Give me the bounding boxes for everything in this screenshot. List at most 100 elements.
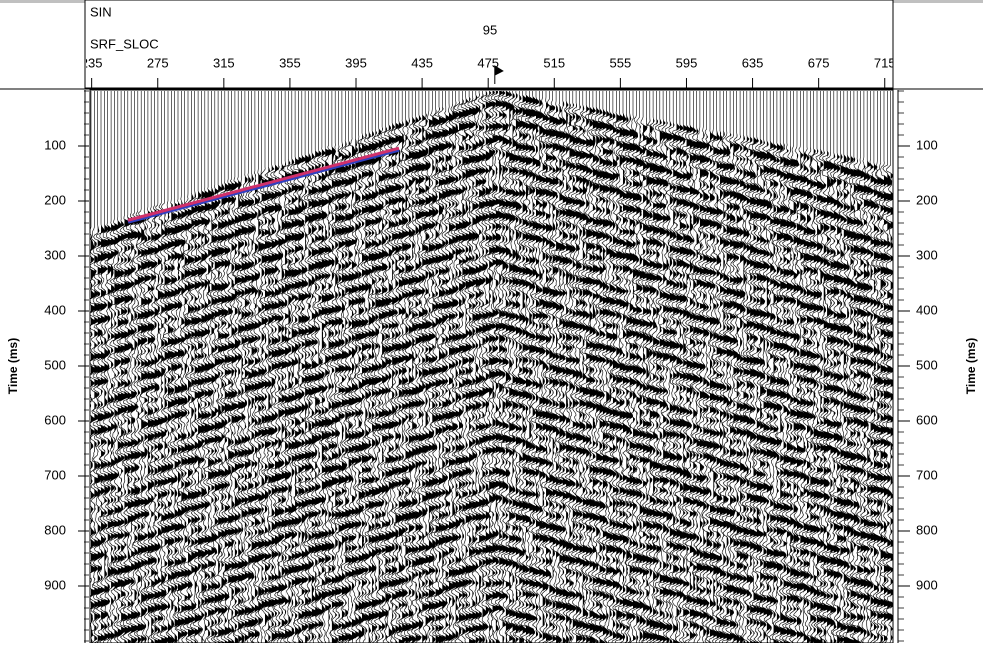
- trace-fill: [321, 91, 327, 643]
- trace-fill: [693, 91, 698, 643]
- trace-wiggle: [701, 91, 712, 643]
- trace-fill: [850, 91, 855, 643]
- trace-fill: [877, 91, 882, 643]
- shot-marker: [494, 65, 504, 84]
- trace-fill: [318, 91, 323, 643]
- trace-fill: [750, 91, 755, 643]
- trace-wiggle: [567, 91, 578, 643]
- trace-fill: [114, 91, 119, 643]
- key-label: SIN: [90, 4, 112, 19]
- trace-wiggle: [109, 91, 120, 643]
- trace-wiggle: [594, 91, 605, 643]
- trace-fill: [780, 91, 785, 643]
- trace-wiggle: [407, 91, 418, 643]
- trace-fill: [425, 91, 431, 643]
- y-tick-label-right: 600: [916, 412, 938, 427]
- trace-wiggle: [698, 91, 709, 643]
- y-tick-label: 600: [44, 412, 66, 427]
- trace-fill: [713, 91, 718, 643]
- trace-fill: [813, 91, 819, 643]
- trace-fill: [703, 91, 708, 643]
- trace-wiggle: [668, 91, 679, 643]
- trace-wiggle: [484, 90, 495, 643]
- trace-wiggle: [557, 91, 568, 643]
- trace-wiggle: [183, 91, 193, 643]
- trace-wiggle: [253, 91, 264, 643]
- trace-wiggle: [320, 91, 331, 643]
- trace-fill: [837, 91, 842, 643]
- trace-fill: [101, 91, 106, 643]
- trace-wiggle: [420, 91, 431, 643]
- header-frame: [84, 0, 894, 89]
- trace-fill: [482, 91, 487, 643]
- trace-wiggle: [159, 91, 170, 643]
- trace-wiggle: [671, 91, 682, 643]
- trace-wiggle: [741, 91, 752, 643]
- trace-wiggle: [731, 91, 742, 643]
- y-tick-label: 300: [44, 247, 66, 262]
- trace-wiggle: [785, 91, 796, 643]
- trace-wiggle: [564, 91, 575, 643]
- y-tick-label-right: 400: [916, 302, 938, 317]
- trace-wiggle: [675, 91, 685, 643]
- trace-wiggle: [849, 91, 859, 643]
- trace-wiggle: [156, 91, 167, 643]
- trace-wiggle: [715, 91, 725, 643]
- pick-line: [127, 146, 400, 222]
- trace-fill: [810, 91, 815, 643]
- trace-wiggle: [447, 91, 458, 643]
- trace-fill: [860, 91, 865, 643]
- trace-wiggle: [393, 91, 404, 643]
- y-tick-label: 800: [44, 522, 66, 537]
- trace-wiggle: [862, 91, 873, 643]
- trace-wiggle: [738, 91, 749, 643]
- trace-wiggle: [765, 91, 776, 643]
- trace-fill: [489, 91, 494, 643]
- y-tick-label: 100: [44, 137, 66, 152]
- trace-wiggle: [290, 91, 301, 643]
- trace-wiggle: [497, 90, 508, 643]
- trace-wiggle: [490, 90, 501, 643]
- trace-fill: [362, 91, 367, 643]
- trace-wiggle: [681, 91, 692, 643]
- trace-wiggle: [464, 91, 474, 643]
- trace-wiggle: [293, 91, 304, 643]
- trace-fill: [870, 91, 876, 643]
- trace-fill: [807, 91, 812, 643]
- x-tick-label: 355: [279, 55, 301, 70]
- trace-wiggle: [815, 91, 826, 643]
- trace-wiggle: [239, 91, 250, 643]
- trace-fill: [181, 91, 186, 643]
- trace-wiggle: [397, 91, 408, 643]
- trace-wiggle: [664, 91, 675, 643]
- trace-fill: [579, 91, 584, 643]
- trace-fill: [442, 91, 447, 643]
- x-tick-label: 595: [676, 55, 698, 70]
- trace-fill: [238, 91, 243, 643]
- trace-fill: [435, 91, 441, 643]
- trace-wiggle: [644, 91, 655, 643]
- trace-fill: [465, 91, 471, 643]
- trace-fill: [863, 91, 869, 643]
- trace-fill: [622, 91, 628, 643]
- trace-fill: [616, 91, 621, 643]
- trace-wiggle: [286, 91, 297, 643]
- trace-wiggle: [601, 91, 612, 643]
- x-tick-label: 475: [477, 55, 499, 70]
- trace-wiggle: [450, 91, 461, 643]
- y-tick-label-right: 700: [916, 467, 938, 482]
- trace-wiggle: [454, 91, 464, 643]
- trace-wiggle: [457, 91, 468, 643]
- trace-wiggle: [353, 91, 364, 643]
- trace-fill: [298, 91, 303, 643]
- trace-wiggle: [427, 91, 438, 643]
- trace-fill: [305, 91, 310, 643]
- trace-fill: [566, 91, 571, 643]
- trace-wiggle: [825, 91, 836, 643]
- trace-fill: [492, 91, 497, 643]
- trace-fill: [576, 91, 581, 643]
- trace-wiggle: [230, 91, 240, 643]
- trace-wiggle: [735, 91, 746, 643]
- trace-wiggle: [531, 91, 541, 643]
- trace-fill: [549, 91, 554, 643]
